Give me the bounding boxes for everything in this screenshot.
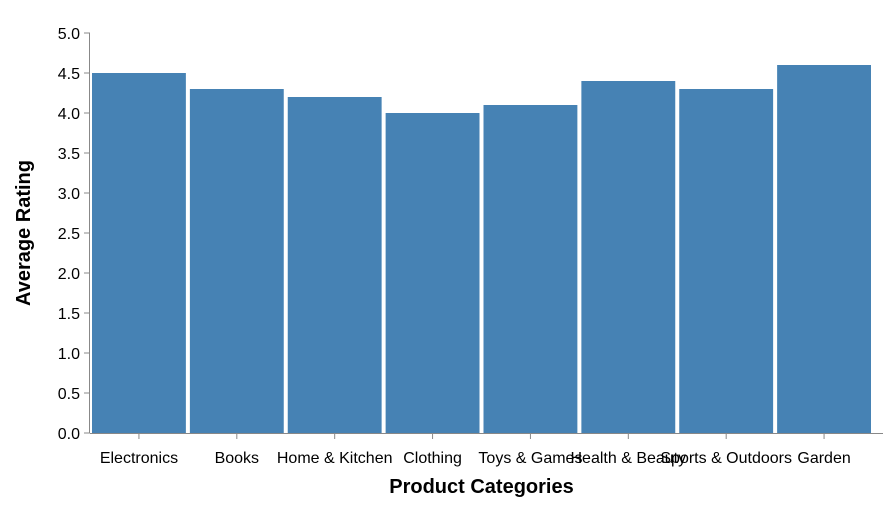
x-tick-label: Sports & Outdoors <box>660 450 792 467</box>
bar-home-kitchen <box>287 97 382 433</box>
y-tick-label: 3.5 <box>58 146 80 163</box>
bars-group <box>92 65 871 433</box>
x-tick-label: Books <box>215 450 259 467</box>
y-axis-title: Average Rating <box>13 160 35 306</box>
bar-toys-games <box>483 105 578 433</box>
x-tick-label: Toys & Games <box>478 450 582 467</box>
bar-clothing <box>385 113 480 433</box>
y-tick-label: 3.0 <box>58 186 80 203</box>
y-tick-label: 1.5 <box>58 306 80 323</box>
y-tick-label: 4.5 <box>58 66 80 83</box>
y-tick-label: 2.5 <box>58 226 80 243</box>
x-axis-title: Product Categories <box>389 476 573 498</box>
bar-garden <box>777 65 871 433</box>
x-tick-label: Health & Beauty <box>571 450 687 467</box>
y-tick-label: 0.0 <box>58 426 80 443</box>
bar-health-beauty <box>581 81 676 433</box>
y-tick-label: 1.0 <box>58 346 80 363</box>
y-axis: 0.0 0.5 1.0 1.5 2.0 2.5 3.0 3.5 4.0 4.5 5.0 <box>58 26 90 443</box>
bar-electronics <box>92 73 186 433</box>
x-tick-label: Clothing <box>403 450 462 467</box>
y-tick-label: 5.0 <box>58 26 80 43</box>
bar-books <box>189 89 284 433</box>
x-tick-label: Garden <box>797 450 850 467</box>
y-tick-label: 4.0 <box>58 106 80 123</box>
x-tick-label: Home & Kitchen <box>277 450 393 467</box>
y-tick-label: 0.5 <box>58 386 80 403</box>
x-tick-label: Electronics <box>100 450 178 467</box>
bar-sports-outdoors <box>679 89 774 433</box>
y-tick-label: 2.0 <box>58 266 80 283</box>
x-axis: Electronics Books Home & Kitchen Clothing To… <box>90 433 883 467</box>
